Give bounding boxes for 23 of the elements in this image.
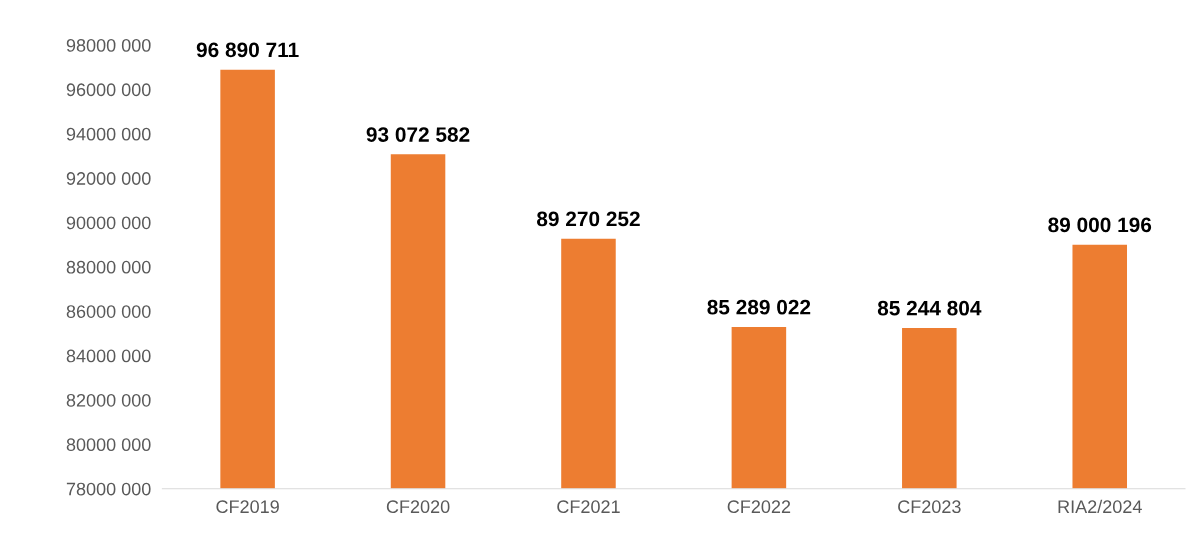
x-tick-label: CF2023	[898, 500, 961, 514]
y-tick-label: 80000 000	[66, 438, 151, 452]
x-tick-label: CF2020	[386, 500, 450, 514]
x-tick-label: CF2022	[727, 500, 791, 514]
y-tick-label: 98000 000	[66, 39, 151, 52]
y-tick-label: 88000 000	[66, 260, 151, 274]
data-label: 85 289 022	[707, 299, 811, 315]
data-label: 89 270 252	[537, 211, 640, 227]
y-tick-label: 92000 000	[66, 172, 151, 185]
y-tick-label: 94000 000	[66, 127, 151, 141]
x-tick-label: CF2019	[216, 500, 279, 514]
x-tick-label: CF2021	[557, 500, 620, 514]
data-label: 85 244 804	[877, 300, 982, 316]
data-label: 89 000 196	[1048, 217, 1152, 233]
data-label: 93 072 582	[366, 127, 470, 142]
y-tick-label: 84000 000	[66, 349, 151, 363]
data-label: 96 890 711	[196, 42, 299, 58]
y-tick-label: 90000 000	[66, 216, 151, 230]
y-tick-label: 82000 000	[66, 393, 151, 407]
y-tick-label: 78000 000	[66, 482, 151, 496]
x-tick-label: RIA2/2024	[1058, 499, 1142, 514]
y-tick-label: 96000 000	[66, 83, 151, 97]
y-tick-label: 86000 000	[66, 305, 151, 318]
